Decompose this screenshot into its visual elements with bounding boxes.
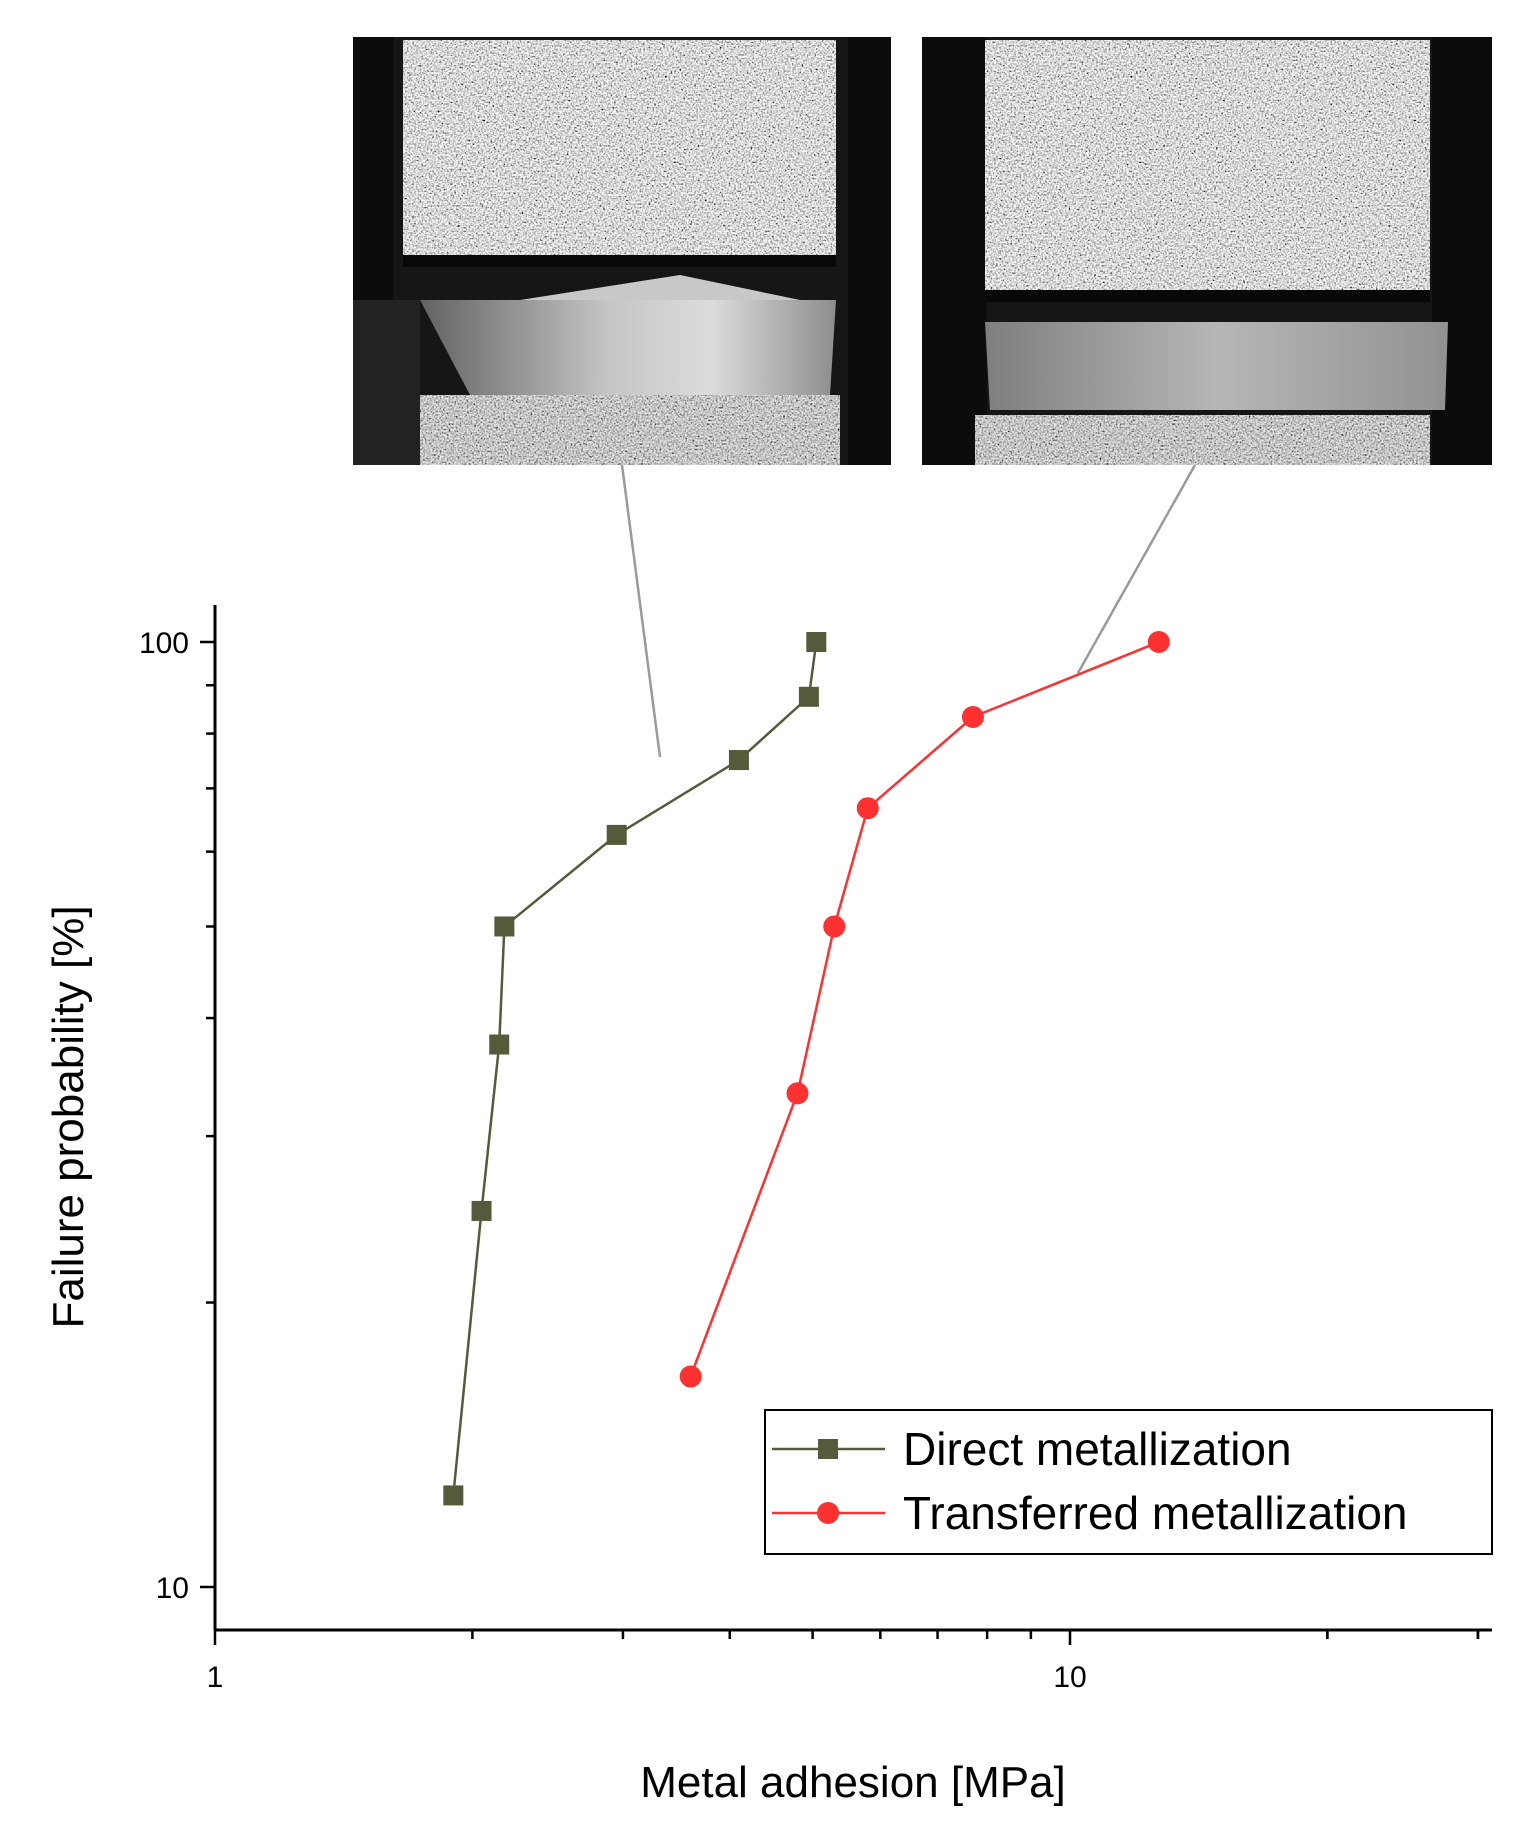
y-tick-label: 100	[139, 627, 189, 660]
photo-transferred-metallization	[922, 37, 1492, 465]
x-tick-label: 10	[1053, 1661, 1086, 1694]
x-axis-title: Metal adhesion [MPa]	[640, 1758, 1066, 1807]
x-axis: 1 10	[207, 1628, 1492, 1694]
legend-item: Direct metallization	[772, 1423, 1292, 1475]
data-point-square	[806, 632, 827, 652]
data-point-circle	[786, 1082, 809, 1105]
series-direct-metallization	[443, 632, 827, 1506]
legend-label: Transferred metallization	[903, 1487, 1408, 1539]
legend-square-marker	[818, 1439, 838, 1459]
series-transferred-metallization	[679, 631, 1170, 1388]
legend: Direct metallization Transferred metalliz…	[764, 1409, 1493, 1555]
legend-item: Transferred metallization	[772, 1487, 1408, 1539]
series-line	[689, 640, 1160, 1377]
y-tick-label: 10	[156, 1572, 189, 1605]
data-point-square	[494, 916, 515, 937]
data-point-square	[471, 1200, 492, 1221]
series-line	[452, 641, 818, 1496]
y-axis: 10 100	[139, 605, 217, 1630]
x-tick-label: 1	[207, 1661, 224, 1694]
data-point-square	[443, 1485, 464, 1506]
data-point-square	[798, 686, 819, 707]
connector-line-direct	[620, 464, 662, 758]
data-point-circle	[679, 1365, 702, 1388]
legend-label: Direct metallization	[903, 1423, 1292, 1475]
plot-series	[443, 631, 1170, 1506]
data-point-circle	[856, 797, 879, 820]
y-axis-title: Failure probability [%]	[44, 905, 93, 1328]
data-point-square	[606, 824, 627, 845]
connector-line-transferred	[1076, 464, 1197, 674]
legend-circle-marker	[817, 1502, 839, 1524]
data-point-circle	[823, 915, 846, 938]
data-point-square	[728, 750, 749, 771]
data-point-circle	[1147, 631, 1170, 653]
data-point-circle	[961, 705, 984, 728]
data-point-square	[489, 1034, 510, 1055]
photo-direct-metallization	[353, 37, 891, 465]
